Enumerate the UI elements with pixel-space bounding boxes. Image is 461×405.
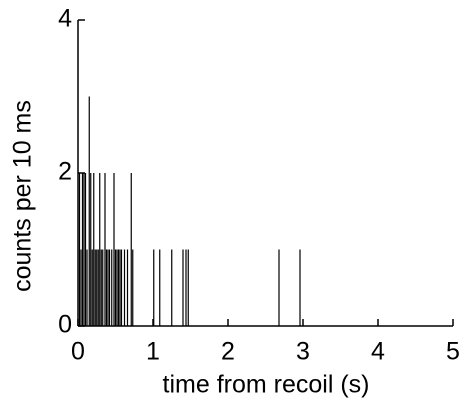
x-tick-label: 5	[446, 338, 460, 366]
x-tick-label: 0	[71, 338, 85, 366]
x-tick-label: 4	[371, 338, 385, 366]
y-tick-label: 0	[58, 311, 72, 339]
x-axis-label: time from recoil (s)	[163, 371, 370, 399]
y-axis-label: counts per 10 ms	[9, 100, 37, 292]
y-tick-label: 4	[58, 5, 72, 33]
x-tick-label: 3	[296, 338, 310, 366]
y-tick-label: 2	[58, 158, 72, 186]
x-tick-label: 1	[146, 338, 160, 366]
x-tick-label: 2	[221, 338, 235, 366]
